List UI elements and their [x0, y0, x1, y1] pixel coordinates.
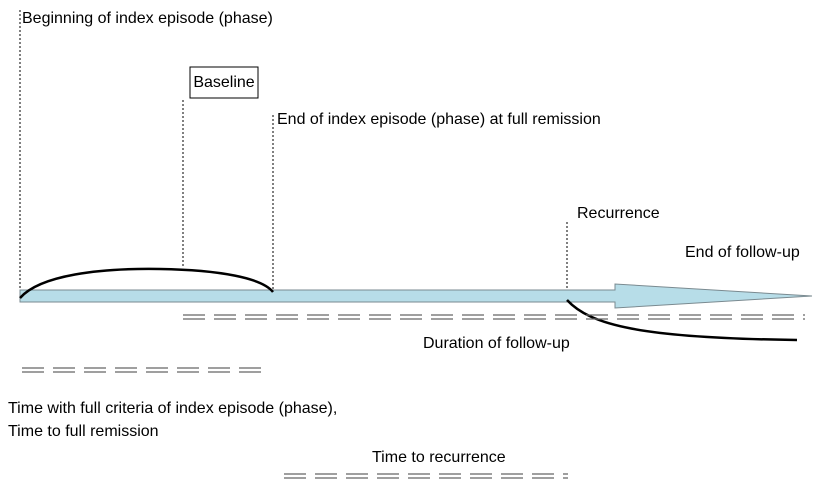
- label: Baseline: [193, 74, 254, 91]
- label: End of follow-up: [685, 244, 800, 261]
- index-arc: [19, 267, 274, 299]
- label: Time to recurrence: [372, 449, 506, 466]
- label: Recurrence: [577, 205, 660, 222]
- label: End of index episode (phase) at full rem…: [277, 111, 601, 128]
- recurrence-arc: [566, 299, 798, 342]
- label: Beginning of index episode (phase): [22, 10, 273, 27]
- label: Time to full remission: [8, 423, 159, 440]
- label: Duration of follow-up: [423, 335, 570, 352]
- baseline-box: [189, 66, 259, 99]
- timeline-arrow: [19, 283, 813, 309]
- label: Time with full criteria of index episode…: [8, 400, 337, 417]
